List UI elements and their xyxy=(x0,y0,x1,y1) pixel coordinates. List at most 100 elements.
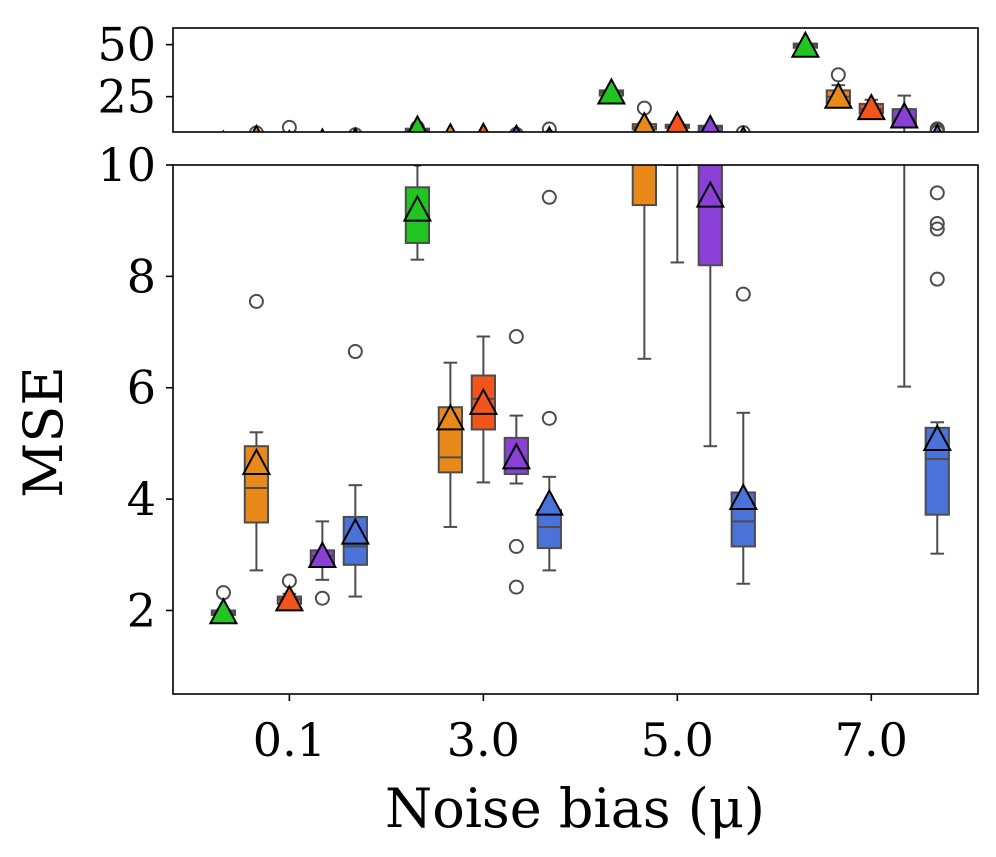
mean-marker xyxy=(856,92,886,121)
mean-marker xyxy=(287,128,292,132)
y-tick-label-top: 25 xyxy=(97,70,156,124)
box xyxy=(926,138,949,141)
mean-marker xyxy=(511,123,521,132)
y-tick-label-bottom: 2 xyxy=(127,583,156,637)
outlier-point xyxy=(508,329,524,345)
box-g2-s3-top xyxy=(697,113,723,132)
box-g1-s0-bottom xyxy=(402,165,433,261)
box xyxy=(538,141,561,142)
y-axis-label: MSE xyxy=(12,366,75,498)
y-tick-label-bottom: 10 xyxy=(97,138,156,192)
mean-marker xyxy=(700,113,721,132)
mean-marker xyxy=(664,85,690,109)
box-g3-s1-top xyxy=(823,67,854,109)
box xyxy=(212,144,235,145)
box-g3-s2-top xyxy=(856,92,886,121)
box xyxy=(245,138,268,141)
outlier-point xyxy=(541,121,557,132)
mean-marker xyxy=(739,125,747,132)
top-panel-frame xyxy=(172,27,979,133)
mean-marker xyxy=(445,122,456,132)
box-g1-s0-top xyxy=(404,114,431,132)
box xyxy=(536,509,562,550)
mean-marker xyxy=(340,517,371,545)
outlier-point xyxy=(929,215,945,231)
mean-marker xyxy=(695,180,725,208)
mean-marker xyxy=(319,127,325,132)
box xyxy=(697,165,723,267)
top-panel xyxy=(212,30,949,151)
box-g0-s3-bottom xyxy=(307,520,338,606)
outlier-point xyxy=(510,136,523,149)
mean-marker xyxy=(932,122,943,132)
box-g3-s0-top xyxy=(790,30,821,58)
outlier-point xyxy=(508,579,524,595)
box xyxy=(278,144,301,145)
box-g3-s3-top xyxy=(889,94,919,132)
outlier-point xyxy=(217,137,230,150)
box xyxy=(311,142,334,143)
mean-marker xyxy=(352,126,359,132)
mean-marker xyxy=(889,101,919,129)
box-g0-s1-bottom xyxy=(241,293,272,572)
box xyxy=(631,165,658,207)
x-tick-label: 0.1 xyxy=(253,713,326,767)
box-g1-s2-top xyxy=(472,121,495,138)
outlier-point xyxy=(929,271,945,287)
outlier-point xyxy=(510,137,523,150)
box-g1-s4-bottom xyxy=(534,189,564,572)
mean-marker xyxy=(241,447,272,475)
mean-marker xyxy=(922,423,952,452)
outlier-point xyxy=(314,590,330,606)
outlier-point xyxy=(508,538,524,554)
outlier-point xyxy=(735,286,751,302)
outlier-point xyxy=(830,67,846,83)
box-g0-s4-top xyxy=(344,126,367,143)
mean-marker xyxy=(633,111,656,132)
outlier-point xyxy=(248,293,264,309)
mean-marker xyxy=(208,597,239,625)
box xyxy=(439,137,462,139)
outlier-point xyxy=(929,185,945,201)
y-tick-label-bottom: 4 xyxy=(127,472,156,526)
mean-marker xyxy=(435,403,466,431)
box-g1-s2-bottom xyxy=(468,335,499,484)
mean-marker xyxy=(790,30,821,58)
mean-marker xyxy=(545,125,553,132)
outlier-point xyxy=(283,137,296,150)
mean-marker xyxy=(307,540,338,568)
outlier-point xyxy=(929,221,945,237)
box xyxy=(344,141,367,143)
box-g0-s1-top xyxy=(245,123,268,141)
outlier-point xyxy=(929,121,945,132)
y-tick-label-bottom: 6 xyxy=(127,361,156,415)
bottom-panel xyxy=(208,85,952,625)
mean-marker xyxy=(402,194,433,222)
mean-marker xyxy=(728,482,758,511)
box-g0-s2-top xyxy=(278,119,301,150)
box-g3-s3-bottom xyxy=(897,165,912,388)
x-tick-label: 3.0 xyxy=(447,713,520,767)
box xyxy=(472,136,495,138)
mean-marker xyxy=(252,123,261,132)
y-tick-label-bottom: 8 xyxy=(127,249,156,303)
box-g1-s1-top xyxy=(439,122,462,139)
box-g2-s2-bottom xyxy=(664,85,690,264)
outlier-point xyxy=(541,189,557,205)
box-g0-s3-top xyxy=(311,127,334,151)
mean-marker xyxy=(477,121,489,132)
box-g1-s4-top xyxy=(538,121,561,142)
outlier-point xyxy=(541,410,557,426)
box-g0-s0-top xyxy=(212,129,235,150)
box-g1-s3-bottom xyxy=(501,329,532,595)
outlier-point xyxy=(316,138,329,151)
bottom-panel-frame xyxy=(172,164,979,695)
box-g0-s4-bottom xyxy=(340,344,371,598)
box-g0-s2-bottom xyxy=(274,573,305,612)
mean-marker xyxy=(501,442,532,470)
box xyxy=(505,138,528,139)
x-tick-label: 7.0 xyxy=(835,713,908,767)
mean-marker xyxy=(596,77,627,105)
